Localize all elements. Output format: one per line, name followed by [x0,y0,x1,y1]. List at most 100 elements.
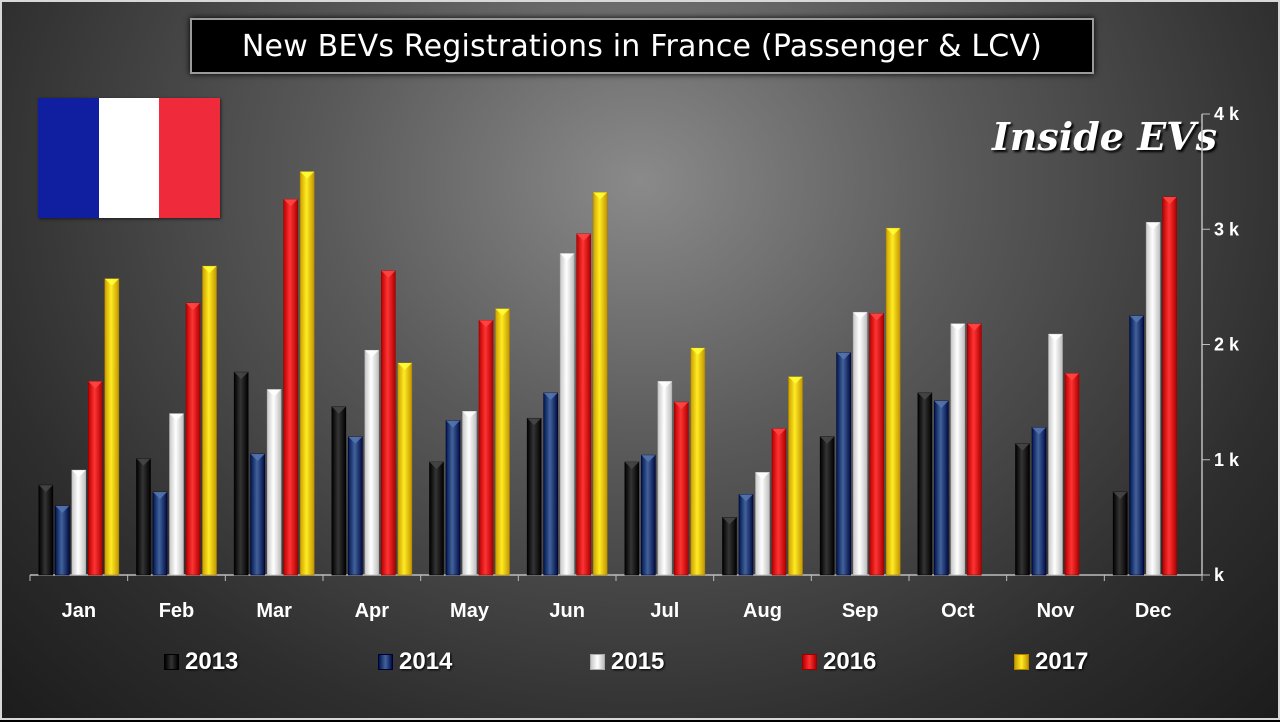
bar-jul-2016 [674,401,689,576]
bar-cap [186,303,200,311]
bar-cap [202,266,217,274]
bar-sep-2017 [885,227,901,576]
legend-item-2016: 2016 [802,648,876,676]
legend: 2013 2014 2015 2016 2017 [2,648,1280,688]
bar-cap [722,517,737,525]
legend-swatch [590,654,605,670]
category-label-may: May [450,600,490,622]
bar-sep-2014 [836,352,851,576]
bar-cap [836,352,851,360]
bar-aug-2015 [755,472,770,576]
bar-apr-2016 [381,270,396,576]
bar-jan-2015 [71,469,87,576]
legend-item-2014: 2014 [378,648,452,676]
bar-dec-2016 [1162,196,1177,576]
bar-cap [38,485,53,493]
bar-jul-2017 [690,347,706,576]
category-label-apr: Apr [355,600,390,622]
bar-cap [331,406,346,414]
bar-cap [267,389,282,397]
bar-cap [934,400,949,408]
bar-nov-2013 [1015,443,1030,576]
bar-dec-2014 [1129,315,1144,576]
category-label-jul: Jul [650,600,679,622]
bar-apr-2013 [331,406,347,576]
bar-dec-2013 [1112,491,1128,576]
bar-cap [657,381,672,389]
legend-swatch [802,654,817,670]
bar-cap [462,411,477,419]
bars [38,171,1177,576]
bar-mar-2017 [299,171,315,576]
legend-item-2017: 2017 [1014,648,1088,676]
legend-swatch [378,654,393,670]
bar-feb-2013 [136,458,151,576]
bar-feb-2014 [152,491,168,576]
bar-mar-2016 [283,198,298,576]
bar-cap [479,320,493,328]
bar-jun-2015 [559,253,575,576]
bar-cap [1113,492,1128,500]
bar-cap [820,436,835,444]
bar-mar-2013 [233,371,249,576]
bar-may-2013 [429,461,444,576]
bar-feb-2016 [185,302,201,576]
bar-cap [250,453,265,461]
bar-cap [234,372,249,380]
bar-may-2017 [495,308,510,576]
bar-cap [527,418,542,426]
bar-cap [1162,196,1177,204]
bar-cap [300,171,315,179]
flag-white-stripe [98,98,160,218]
bar-oct-2016 [967,323,982,576]
category-label-sep: Sep [842,600,879,622]
bar-cap [869,313,884,321]
bar-jan-2017 [104,278,120,576]
bar-cap [576,233,591,241]
category-label-nov: Nov [1037,600,1076,622]
bar-nov-2016 [1064,373,1080,576]
y-tick-label: 3 k [1214,219,1240,239]
bar-cap [560,253,575,261]
bar-cap [1048,334,1063,342]
bar-may-2014 [445,420,461,576]
bar-jan-2014 [55,505,70,576]
bar-cap [1129,315,1144,323]
bar-apr-2015 [364,349,380,576]
bar-aug-2016 [771,428,787,576]
bar-cap [755,472,770,480]
y-tick-label: 1 k [1214,450,1240,470]
bar-apr-2014 [348,436,363,576]
bar-jun-2014 [543,392,558,576]
bar-oct-2013 [917,392,933,576]
bar-cap [917,392,932,400]
bar-jul-2014 [641,454,656,576]
bar-aug-2017 [788,376,803,576]
legend-swatch [1014,654,1029,670]
bar-aug-2014 [738,494,754,576]
bar-cap [283,199,298,207]
bar-nov-2015 [1048,333,1063,576]
legend-label: 2017 [1035,648,1089,675]
bar-sep-2013 [819,436,835,576]
bar-cap [1032,427,1046,435]
flag-blue-stripe [38,98,99,218]
bar-jan-2013 [38,484,54,576]
bar-jun-2017 [592,192,608,576]
bar-jul-2013 [624,461,640,576]
flag-red-stripe [159,98,221,218]
category-labels: Jan Feb Mar Apr May Jun Jul Aug Sep Oct Nov Dec [62,600,1172,622]
brand-logo: Inside EVs [992,114,1218,159]
bar-jun-2016 [576,233,591,576]
bar-sep-2016 [869,313,884,576]
y-tick-label: 2 k [1214,335,1240,355]
bar-cap [739,494,753,502]
legend-label: 2015 [611,648,665,675]
category-label-jun: Jun [549,600,585,622]
bar-cap [397,362,412,370]
bar-oct-2015 [950,323,966,576]
bar-jan-2016 [88,381,103,576]
bar-cap [104,278,119,286]
category-label-aug: Aug [743,600,782,622]
